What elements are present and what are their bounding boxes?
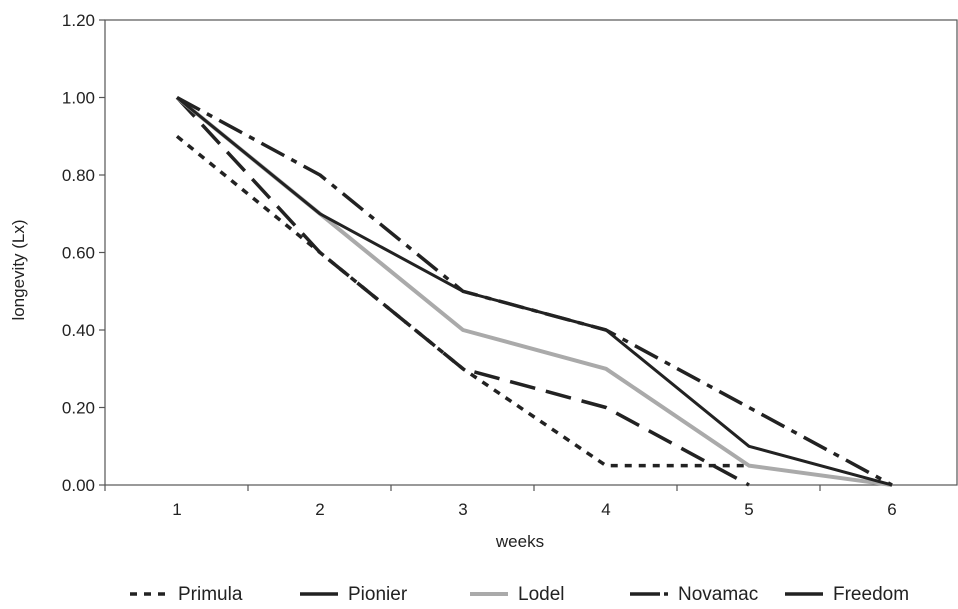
legend: Primula Pionier Lodel Novamac Freedom <box>130 584 909 605</box>
x-tick-label: 1 <box>172 500 181 519</box>
y-tick-label: 0.80 <box>62 166 95 185</box>
legend-label-lodel: Lodel <box>518 584 565 605</box>
x-axis-ticks: 1 2 3 4 5 6 <box>104 485 897 519</box>
x-tick-label: 5 <box>744 500 753 519</box>
y-tick-label: 0.40 <box>62 321 95 340</box>
y-tick-label: 0.00 <box>62 476 95 495</box>
y-axis-title: longevity (Lx) <box>9 219 28 320</box>
y-tick-label: 1.00 <box>62 89 95 108</box>
legend-label-pionier: Pionier <box>348 584 408 605</box>
series-line-novamac <box>176 95 893 487</box>
x-axis-title: weeks <box>495 532 544 551</box>
x-tick-label: 2 <box>315 500 324 519</box>
series-line-primula <box>175 134 749 468</box>
x-tick-label: 3 <box>458 500 467 519</box>
x-tick-label: 4 <box>601 500 610 519</box>
series-layer <box>175 95 893 487</box>
y-tick-label: 0.20 <box>62 399 95 418</box>
x-tick-label: 6 <box>887 500 896 519</box>
series-line-pionier <box>175 96 750 487</box>
legend-label-primula: Primula <box>178 584 243 605</box>
y-axis-ticks: 0.00 0.20 0.40 0.60 0.80 1.00 1.20 <box>62 11 105 495</box>
series-line-freedom <box>176 96 893 487</box>
legend-label-novamac: Novamac <box>678 584 758 605</box>
y-tick-label: 0.60 <box>62 244 95 263</box>
legend-label-freedom: Freedom <box>833 584 909 605</box>
y-tick-label: 1.20 <box>62 11 95 30</box>
